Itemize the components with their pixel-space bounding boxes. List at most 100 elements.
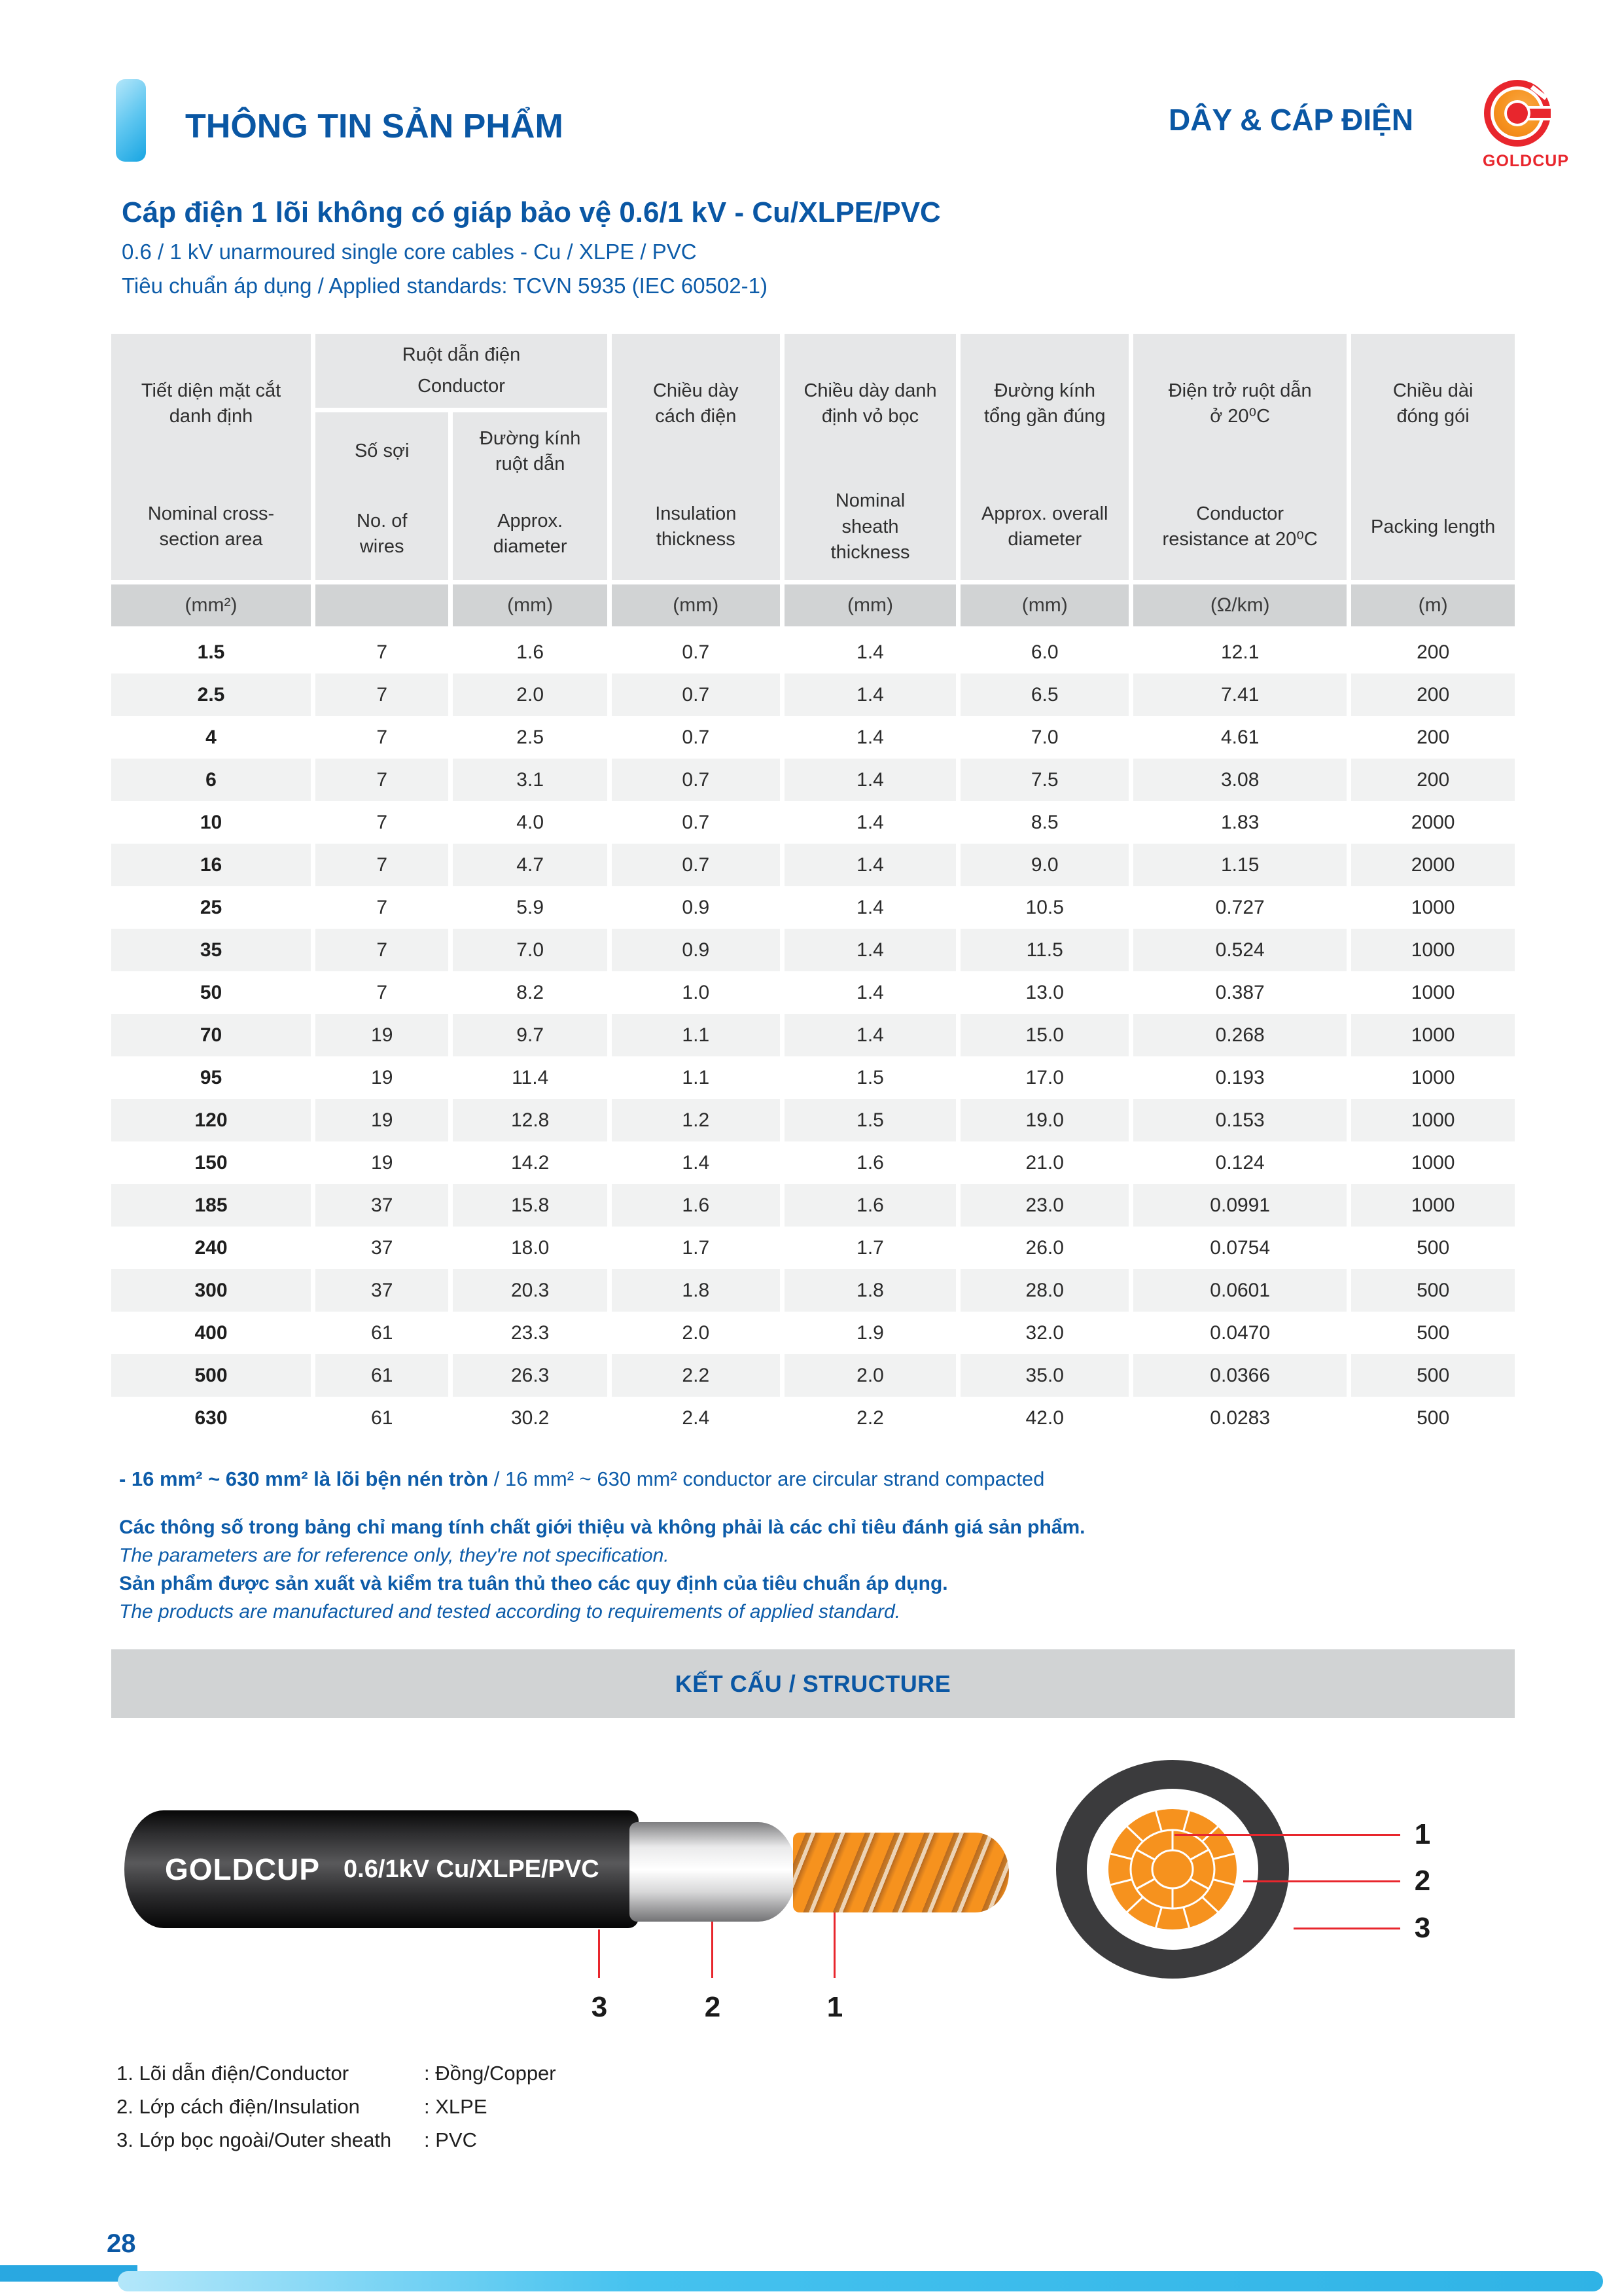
table-cell: 0.727 <box>1215 896 1265 918</box>
table-cell: 500 <box>1417 1407 1450 1429</box>
note-standards-vi: Sản phẩm được sản xuất và kiểm tra tuân … <box>119 1573 948 1594</box>
table-cell: 61 <box>315 1354 449 1397</box>
note-compacted-conductor: - 16 mm² ~ 630 mm² là lõi bện nén tròn /… <box>119 1467 1045 1490</box>
table-cell: 37 <box>315 1184 449 1227</box>
cable-insulation-illustration <box>629 1822 796 1922</box>
table-cell: 0.7 <box>682 726 710 748</box>
spec-table: Tiết diện mặt cắt danh định Nominal cross… <box>107 334 1519 1439</box>
cross-callout-2: 2 <box>1414 1865 1431 1897</box>
table-cell: 3.08 <box>1133 759 1347 801</box>
unit-cell: (mm) <box>611 580 780 631</box>
page-title: THÔNG TIN SẢN PHẨM <box>185 107 563 145</box>
table-cell: 14.2 <box>510 1151 550 1174</box>
table-cell: 0.0601 <box>1133 1269 1347 1312</box>
table-cell: 1.6 <box>611 1184 780 1227</box>
table-cell: 7.5 <box>961 759 1129 801</box>
table-cell: 1.4 <box>784 759 957 801</box>
table-cell: 12.1 <box>1220 641 1260 663</box>
table-cell: 630 <box>194 1407 228 1429</box>
table-row: 240 37 18.0 1.7 1.7 26.0 0.0754 500 <box>111 1227 1515 1269</box>
table-cell: 23.3 <box>510 1321 550 1344</box>
table-cell: 1.0 <box>682 981 710 1003</box>
table-cell: 2.0 <box>682 1321 710 1344</box>
legend-item: 1. Lõi dẫn điện/Conductor: Đồng/Copper <box>116 2056 556 2090</box>
unit-cell: (m) <box>1351 580 1515 631</box>
table-cell: 61 <box>371 1407 393 1429</box>
table-cell: 5.9 <box>516 896 544 918</box>
table-cell: 2000 <box>1351 844 1515 886</box>
footer-bar-light <box>118 2271 1603 2291</box>
cross-callout-line-2 <box>1243 1880 1400 1882</box>
product-subtitle: 0.6 / 1 kV unarmoured single core cables… <box>122 240 697 264</box>
units-row: (mm²) (mm) (mm) (mm) (mm) (Ω/km) (m) <box>111 580 1515 631</box>
cable-callout-3: 3 <box>591 1991 608 2023</box>
table-cell: 7.41 <box>1133 673 1347 716</box>
table-cell: 15.8 <box>453 1184 607 1227</box>
table-cell: 0.0283 <box>1210 1407 1271 1429</box>
callout-line-conductor <box>834 1912 836 1978</box>
cable-cross-section <box>1056 1760 1289 1979</box>
table-cell: 0.7 <box>611 673 780 716</box>
table-cell: 500 <box>1417 1321 1450 1344</box>
table-cell: 32.0 <box>1025 1321 1064 1344</box>
cross-callout-line-3 <box>1294 1928 1400 1929</box>
table-cell: 7 <box>376 981 388 1003</box>
cable-callout-1: 1 <box>826 1991 843 2023</box>
table-cell: 1.1 <box>682 1066 710 1088</box>
table-cell: 13.0 <box>1025 981 1064 1003</box>
unit-cell <box>315 580 449 631</box>
callout-line-sheath <box>598 1929 600 1978</box>
table-cell: 18.0 <box>510 1236 550 1259</box>
table-row: 25 7 5.9 0.9 1.4 10.5 0.727 1000 <box>111 886 1515 929</box>
table-cell: 1.7 <box>856 1236 884 1259</box>
note-reference-en: The parameters are for reference only, t… <box>119 1545 669 1566</box>
table-cell: 2.4 <box>682 1407 710 1429</box>
table-cell: 10.5 <box>1025 896 1064 918</box>
cable-outer-sheath-illustration: GOLDCUP 0.6/1kV Cu/XLPE/PVC <box>124 1810 639 1928</box>
table-cell: 95 <box>200 1066 222 1088</box>
table-cell: 19.0 <box>961 1099 1129 1141</box>
structure-banner: KẾT CẤU / STRUCTURE <box>111 1649 1515 1718</box>
table-cell: 35 <box>111 929 311 971</box>
table-row: 500 61 26.3 2.2 2.0 35.0 0.0366 500 <box>111 1354 1515 1397</box>
legend-item: 3. Lớp bọc ngoài/Outer sheath: PVC <box>116 2123 556 2157</box>
unit-cell: (mm²) <box>111 580 311 631</box>
category-title: DÂY & CÁP ĐIỆN <box>1169 103 1414 137</box>
legend-label: 1. Lõi dẫn điện/Conductor <box>116 2062 349 2085</box>
table-cell: 200 <box>1417 641 1450 663</box>
table-cell: 26.0 <box>1025 1236 1064 1259</box>
page-number: 28 <box>107 2229 136 2258</box>
table-cell: 120 <box>111 1099 311 1141</box>
legend-value: : PVC <box>424 2128 477 2151</box>
spec-table-body: 1.5 7 1.6 0.7 1.4 6.0 12.1 200 2.5 7 2.0 0.7 1.4 6.5 7… <box>111 631 1515 1439</box>
table-cell: 35.0 <box>961 1354 1129 1397</box>
spec-table-header: Tiết diện mặt cắt danh định Nominal cross… <box>111 334 1515 631</box>
table-row: 400 61 23.3 2.0 1.9 32.0 0.0470 500 <box>111 1312 1515 1354</box>
table-row: 35 7 7.0 0.9 1.4 11.5 0.524 1000 <box>111 929 1515 971</box>
legend-list: 1. Lõi dẫn điện/Conductor: Đồng/Copper 2.… <box>116 2056 556 2157</box>
unit-cell: (mm) <box>784 580 957 631</box>
col-header-cross-section: Tiết diện mặt cắt danh định Nominal cross… <box>111 334 311 580</box>
table-cell: 2.0 <box>453 673 607 716</box>
table-cell: 7.0 <box>1031 726 1059 748</box>
table-cell: 0.9 <box>682 896 710 918</box>
table-cell: 17.0 <box>1025 1066 1064 1088</box>
table-cell: 0.7 <box>682 811 710 833</box>
table-cell: 19 <box>371 1151 393 1174</box>
table-cell: 1.4 <box>856 981 884 1003</box>
col-header-no-of-wires: Số sợi No. of wires <box>315 412 449 580</box>
table-cell: 200 <box>1417 726 1450 748</box>
table-cell: 300 <box>111 1269 311 1312</box>
legend-item: 2. Lớp cách điện/Insulation: XLPE <box>116 2090 556 2123</box>
table-cell: 9.7 <box>453 1014 607 1056</box>
table-cell: 1.5 <box>856 1066 884 1088</box>
table-cell: 20.3 <box>453 1269 607 1312</box>
table-cell: 4.0 <box>516 811 544 833</box>
table-row: 6 7 3.1 0.7 1.4 7.5 3.08 200 <box>111 759 1515 801</box>
table-cell: 1000 <box>1351 929 1515 971</box>
table-cell: 23.0 <box>961 1184 1129 1227</box>
table-cell: 0.9 <box>611 929 780 971</box>
table-row: 16 7 4.7 0.7 1.4 9.0 1.15 2000 <box>111 844 1515 886</box>
table-cell: 2.2 <box>856 1407 884 1429</box>
